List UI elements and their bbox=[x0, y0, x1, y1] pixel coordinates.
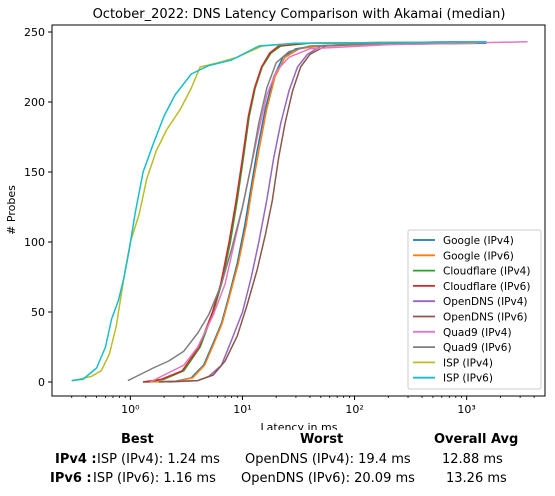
y-tick-label: 100 bbox=[24, 236, 45, 249]
series-line-10 bbox=[71, 41, 487, 382]
series-line-3 bbox=[146, 41, 487, 383]
ipv6-avg-value: 13.26 ms bbox=[446, 471, 507, 486]
ipv4-row-label: IPv4 : bbox=[55, 452, 97, 467]
legend-entry: Quad9 (IPv6) bbox=[443, 342, 512, 354]
plot-frame bbox=[51, 24, 546, 397]
y-axis-label: # Probes bbox=[5, 185, 18, 235]
ipv6-worst-value: OpenDNS (IPv6): 20.09 ms bbox=[241, 471, 415, 486]
x-tick-label: 10² bbox=[345, 403, 363, 416]
avg-header: Overall Avg bbox=[434, 432, 519, 447]
legend-entry: Cloudflare (IPv4) bbox=[443, 266, 530, 278]
chart-title: October_2022: DNS Latency Comparison wit… bbox=[93, 7, 506, 22]
series-line-9 bbox=[71, 41, 487, 382]
legend-entry: Google (IPv6) bbox=[443, 250, 514, 262]
series-line-8 bbox=[127, 41, 487, 382]
y-tick-label: 250 bbox=[24, 26, 45, 39]
ipv4-worst-value: OpenDNS (IPv4): 19.4 ms bbox=[245, 452, 411, 467]
legend-entry: Google (IPv4) bbox=[443, 235, 514, 247]
best-header: Best bbox=[121, 432, 154, 447]
series-line-6 bbox=[158, 42, 462, 383]
worst-header: Worst bbox=[300, 432, 344, 447]
summary-table: Best Worst Overall Avg IPv4 : ISP (IPv4)… bbox=[0, 430, 555, 496]
legend-box bbox=[407, 229, 542, 390]
y-tick-label: 150 bbox=[24, 166, 45, 179]
legend-entry: OpenDNS (IPv4) bbox=[443, 296, 528, 308]
x-tick-label: 10³ bbox=[457, 403, 475, 416]
ipv6-best-value: ISP (IPv6): 1.16 ms bbox=[93, 471, 216, 486]
x-axis-label: Latency in ms bbox=[261, 421, 338, 430]
legend: Google (IPv4) Google (IPv6) Cloudflare (IP… bbox=[407, 229, 542, 390]
ipv4-avg-value: 12.88 ms bbox=[442, 452, 503, 467]
ipv4-best-value: ISP (IPv4): 1.24 ms bbox=[97, 452, 220, 467]
y-tick-label: 50 bbox=[31, 306, 45, 319]
series-line-4 bbox=[142, 41, 476, 383]
legend-entry: OpenDNS (IPv6) bbox=[443, 312, 528, 324]
x-tick-label: 10¹ bbox=[233, 403, 251, 416]
series-line-5 bbox=[168, 42, 456, 383]
latency-chart: October_2022: DNS Latency Comparison wit… bbox=[5, 7, 546, 430]
y-tick-label: 0 bbox=[38, 376, 45, 389]
x-tick-label: 10⁰ bbox=[121, 403, 140, 416]
legend-entry: ISP (IPv6) bbox=[443, 373, 493, 385]
legend-entry: Quad9 (IPv4) bbox=[443, 327, 512, 339]
y-tick-label: 200 bbox=[24, 96, 45, 109]
ipv6-row-label: IPv6 : bbox=[50, 471, 92, 486]
legend-entry: Cloudflare (IPv6) bbox=[443, 281, 530, 293]
legend-entry: ISP (IPv4) bbox=[443, 357, 493, 369]
